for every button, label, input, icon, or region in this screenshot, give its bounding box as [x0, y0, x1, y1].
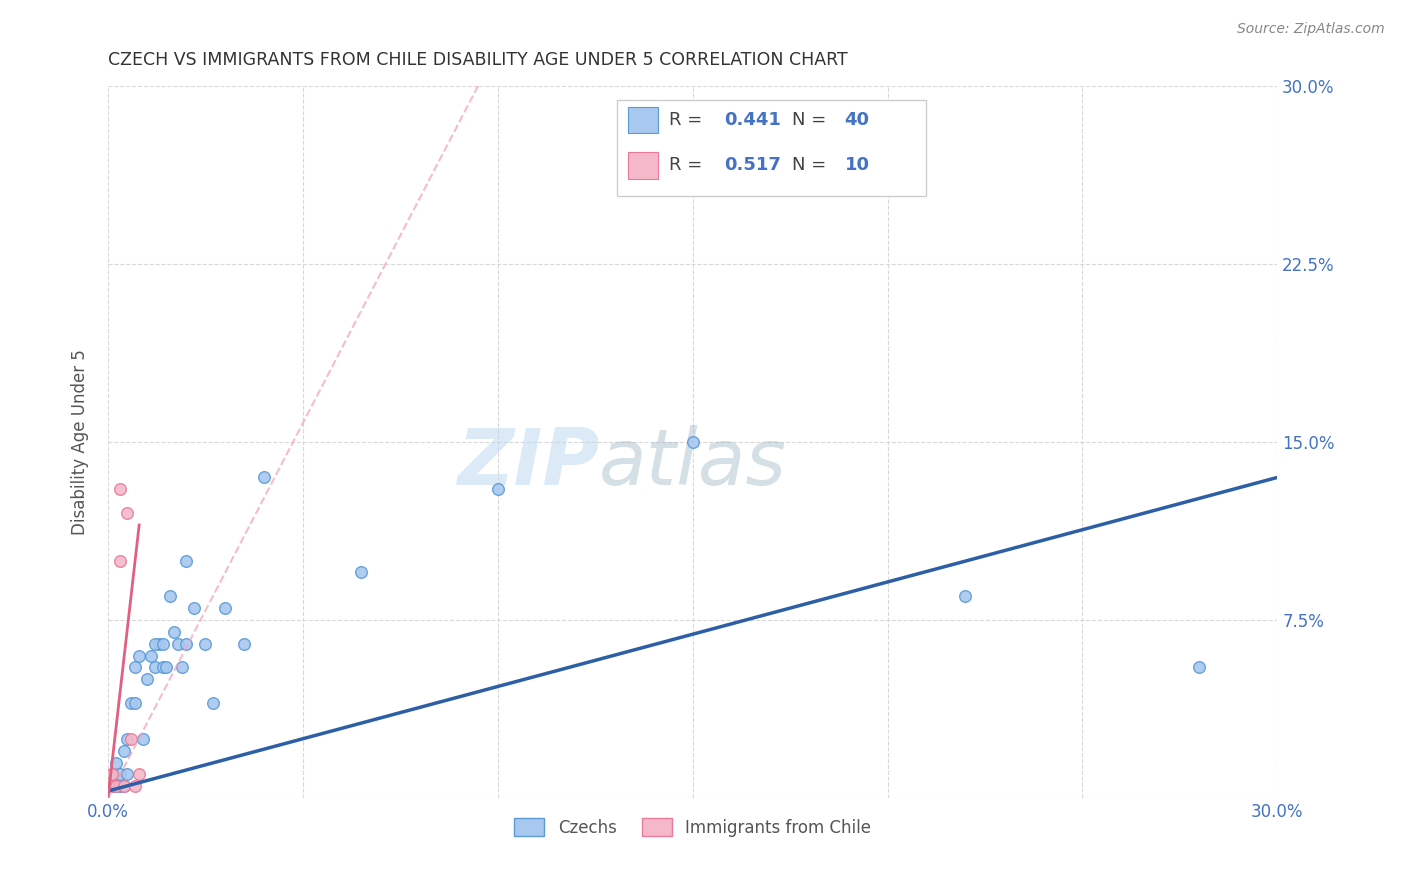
- FancyBboxPatch shape: [617, 100, 927, 196]
- Point: [128, 648, 150, 663]
- FancyBboxPatch shape: [628, 152, 658, 178]
- Point: [163, 624, 186, 639]
- Point: [148, 637, 170, 651]
- Point: [486, 483, 509, 497]
- Point: [108, 483, 131, 497]
- Point: [104, 779, 127, 793]
- Point: [124, 660, 146, 674]
- Point: [143, 637, 166, 651]
- Point: [214, 601, 236, 615]
- Point: [136, 673, 159, 687]
- Point: [112, 779, 135, 793]
- Point: [183, 601, 205, 615]
- Point: [120, 696, 142, 710]
- Point: [124, 696, 146, 710]
- Point: [170, 660, 193, 674]
- Point: [132, 731, 155, 746]
- Point: [155, 660, 177, 674]
- Point: [350, 566, 373, 580]
- Point: [101, 779, 124, 793]
- Point: [174, 637, 197, 651]
- Point: [108, 767, 131, 781]
- Text: 0.441: 0.441: [724, 111, 782, 129]
- Text: CZECH VS IMMIGRANTS FROM CHILE DISABILITY AGE UNDER 5 CORRELATION CHART: CZECH VS IMMIGRANTS FROM CHILE DISABILIT…: [108, 51, 848, 69]
- Text: 10: 10: [845, 156, 870, 174]
- Point: [253, 470, 276, 484]
- Point: [128, 767, 150, 781]
- Point: [194, 637, 217, 651]
- Text: ZIP: ZIP: [457, 425, 599, 501]
- Text: Source: ZipAtlas.com: Source: ZipAtlas.com: [1237, 22, 1385, 37]
- Point: [139, 648, 162, 663]
- Point: [233, 637, 256, 651]
- Point: [159, 589, 181, 603]
- Point: [143, 660, 166, 674]
- Point: [124, 779, 146, 793]
- Point: [117, 731, 139, 746]
- Legend: Czechs, Immigrants from Chile: Czechs, Immigrants from Chile: [508, 812, 877, 843]
- Text: 40: 40: [845, 111, 870, 129]
- Point: [117, 767, 139, 781]
- Point: [104, 756, 127, 770]
- Text: R =: R =: [669, 111, 709, 129]
- Text: 0.517: 0.517: [724, 156, 782, 174]
- Point: [682, 434, 704, 449]
- Point: [1188, 660, 1211, 674]
- Point: [112, 744, 135, 758]
- Point: [955, 589, 977, 603]
- Point: [120, 731, 142, 746]
- Y-axis label: Disability Age Under 5: Disability Age Under 5: [72, 349, 89, 535]
- Point: [167, 637, 190, 651]
- Point: [112, 779, 135, 793]
- Point: [108, 779, 131, 793]
- Point: [117, 506, 139, 520]
- Text: N =: N =: [792, 156, 832, 174]
- Point: [174, 553, 197, 567]
- Point: [101, 779, 124, 793]
- FancyBboxPatch shape: [628, 106, 658, 134]
- Point: [152, 637, 174, 651]
- Point: [101, 767, 124, 781]
- Point: [108, 553, 131, 567]
- Point: [202, 696, 225, 710]
- Text: R =: R =: [669, 156, 709, 174]
- Point: [101, 767, 124, 781]
- Point: [104, 779, 127, 793]
- Text: N =: N =: [792, 111, 832, 129]
- Text: atlas: atlas: [599, 425, 787, 501]
- Point: [152, 660, 174, 674]
